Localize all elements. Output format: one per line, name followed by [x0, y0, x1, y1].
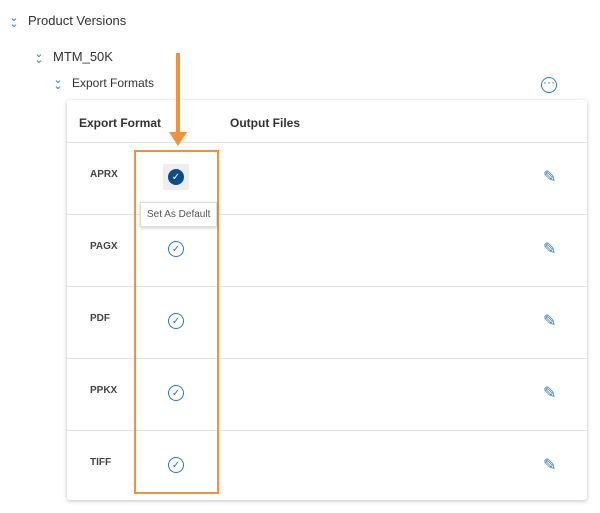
format-name: PPKX [90, 385, 118, 396]
tree-item-product-versions[interactable]: ⌄ ⌄ Product Versions [9, 11, 127, 30]
chevron-double-down-icon[interactable]: ⌄ ⌄ [9, 11, 19, 30]
edit-pencil-icon[interactable]: ✎ [543, 457, 557, 474]
header-output-files: Output Files [230, 116, 300, 130]
edit-pencil-icon[interactable]: ✎ [543, 385, 557, 402]
more-options-icon[interactable]: ··· [541, 76, 557, 93]
edit-pencil-icon[interactable]: ✎ [543, 241, 557, 258]
chevron-double-down-icon[interactable]: ⌄ ⌄ [34, 47, 44, 66]
edit-pencil-icon[interactable]: ✎ [543, 313, 557, 330]
set-default-check-icon[interactable]: ✓ [168, 457, 184, 473]
tree-item-export-formats[interactable]: ⌄ ⌄ Export Formats [53, 74, 155, 92]
table-row: TIFF ✓ ✎ [67, 430, 587, 503]
annotation-highlight-box [134, 150, 219, 494]
format-name: PDF [90, 313, 110, 324]
table-row: PAGX ✓ ✎ [67, 214, 587, 287]
export-formats-table: Export Format Output Files APRX ✓ ✎ PAGX … [67, 100, 587, 500]
set-default-check-icon[interactable]: ✓ [168, 169, 184, 185]
set-default-check-icon[interactable]: ✓ [168, 385, 184, 401]
table-row: PDF ✓ ✎ [67, 286, 587, 359]
edit-pencil-icon[interactable]: ✎ [543, 169, 557, 186]
set-default-check-icon[interactable]: ✓ [168, 313, 184, 329]
format-name: PAGX [90, 241, 118, 252]
format-name: APRX [90, 169, 118, 180]
tree-item-mtm[interactable]: ⌄ ⌄ MTM_50K [34, 47, 113, 66]
set-default-check-icon[interactable]: ✓ [168, 241, 184, 257]
table-row: PPKX ✓ ✎ [67, 358, 587, 431]
header-export-format: Export Format [79, 116, 162, 130]
chevron-double-down-icon[interactable]: ⌄ ⌄ [53, 74, 63, 92]
annotation-arrowhead [169, 132, 187, 146]
tooltip: Set As Default [140, 202, 218, 227]
format-name: TIFF [90, 457, 112, 468]
annotation-arrow [176, 53, 180, 133]
table-row: APRX ✓ ✎ [67, 142, 587, 215]
